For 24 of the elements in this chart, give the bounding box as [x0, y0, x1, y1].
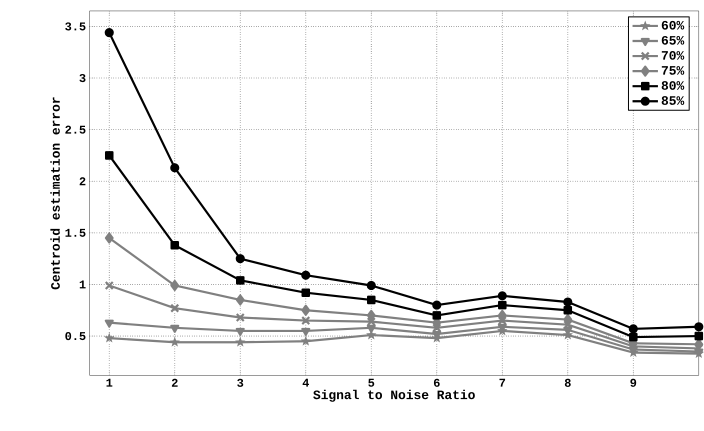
legend-label: 85%	[662, 96, 684, 105]
x-tick-label: 2	[172, 378, 178, 387]
legend-label: 70%	[662, 50, 684, 60]
legend-label: 80%	[662, 81, 684, 90]
y-tick-label: 2.5	[65, 126, 86, 134]
y-tick-label: 1.5	[65, 228, 86, 237]
y-tick-label: 1	[80, 280, 86, 288]
x-tick-label: 5	[368, 378, 374, 387]
legend-label: 75%	[662, 66, 684, 75]
x-tick-label: 7	[499, 378, 506, 387]
x-axis-title: Signal to Noise Ratio	[313, 390, 475, 402]
x-tick-label: 4	[302, 378, 309, 387]
y-tick-label: 0.5	[65, 332, 86, 340]
y-tick-label: 3	[79, 74, 86, 82]
y-axis-title: Centroid estimation error	[50, 97, 60, 290]
x-tick-label: 3	[237, 378, 244, 387]
x-tick-label: 8	[564, 378, 571, 387]
x-tick-label: 1	[106, 378, 112, 387]
y-tick-label: 3.5	[65, 22, 86, 30]
x-tick-label: 9	[630, 378, 636, 387]
x-tick-label: 6	[434, 378, 440, 387]
legend-label: 65%	[662, 36, 684, 45]
y-tick-label: 2	[80, 177, 86, 186]
legend-label: 60%	[662, 20, 684, 30]
